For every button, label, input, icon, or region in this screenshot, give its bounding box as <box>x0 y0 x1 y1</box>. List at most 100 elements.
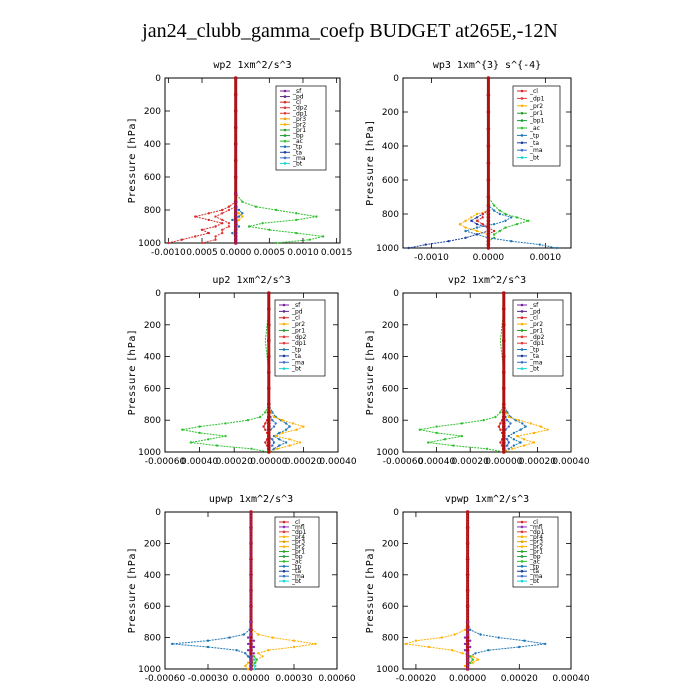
data-point <box>515 223 519 226</box>
legend-label: _ma <box>529 573 543 580</box>
legend-marker <box>520 89 524 93</box>
legend-label: _ac <box>529 558 540 565</box>
data-point <box>221 218 224 222</box>
legend-label: _ta <box>529 353 539 360</box>
data-point <box>499 422 502 425</box>
data-point <box>298 441 302 444</box>
data-point <box>247 225 251 228</box>
data-point <box>486 225 491 230</box>
legend-marker <box>520 148 524 152</box>
x-tick-label: 0.00020 <box>501 674 538 684</box>
data-point <box>507 434 510 438</box>
legend-label: _cl <box>529 315 538 322</box>
data-point <box>267 427 271 432</box>
data-point <box>267 443 271 448</box>
data-point <box>288 438 291 441</box>
legend-label: _tp <box>291 563 301 570</box>
data-point <box>271 438 274 441</box>
legend-marker <box>520 310 524 313</box>
legend: _cl_dp1_pr2_pr1_bp1_ac_tp_ta_ma_bt <box>512 85 561 167</box>
data-point <box>246 661 250 664</box>
legend-label: _cl <box>292 99 301 106</box>
data-point <box>486 161 491 165</box>
data-point <box>249 633 253 636</box>
legend-label: _pr4 <box>529 534 543 541</box>
data-point <box>314 642 317 646</box>
data-point <box>481 223 484 226</box>
data-point <box>502 431 506 435</box>
data-point <box>234 192 237 195</box>
data-point <box>486 76 491 80</box>
y-tick-label: 600 <box>382 176 399 186</box>
x-tick-label: 0.00000 <box>232 674 269 684</box>
data-point <box>476 658 480 661</box>
data-point <box>234 218 237 222</box>
legend-label: _bp <box>291 553 303 560</box>
data-point <box>200 228 204 231</box>
data-point <box>450 649 454 652</box>
legend-marker <box>283 162 287 165</box>
legend-marker <box>282 335 286 339</box>
x-tick-label: 0.00040 <box>181 457 218 467</box>
data-point <box>322 235 325 238</box>
legend-marker <box>520 126 524 130</box>
legend-marker <box>520 574 524 578</box>
data-point <box>475 233 479 236</box>
data-point <box>469 661 472 664</box>
data-point <box>517 419 521 422</box>
x-tick-label: 0.00040 <box>552 674 589 684</box>
data-point <box>504 226 507 229</box>
data-point <box>207 231 210 235</box>
legend-label: _dp2 <box>291 334 307 341</box>
data-point <box>278 444 281 447</box>
data-point <box>469 655 472 658</box>
chart-panel: upwp 1xm^2/s^3 Pressure [hPa] 0 200 400 600 80… <box>127 494 356 684</box>
y-tick-label: 200 <box>382 321 399 331</box>
legend-label: _pr1 <box>529 110 543 117</box>
data-point <box>464 236 467 239</box>
legend-marker <box>282 560 286 563</box>
x-tick-label: -0.00060 <box>383 457 424 467</box>
legend-label: _pr2 <box>529 321 543 328</box>
plot-frame <box>164 292 339 453</box>
legend-label: _pr1 <box>529 549 543 556</box>
data-point <box>502 291 506 295</box>
legend-marker <box>520 525 524 529</box>
legend-label: _pd <box>291 308 303 315</box>
legend-label: _pr3 <box>292 116 306 123</box>
legend-label: _ac <box>529 125 540 132</box>
legend-marker <box>520 540 524 543</box>
y-axis-label: Pressure [hPa] <box>365 120 376 206</box>
legend-label: _cl <box>291 519 300 526</box>
data-point <box>427 441 430 444</box>
data-point <box>227 205 231 208</box>
data-point <box>515 216 519 219</box>
y-tick-label: 0 <box>393 508 399 518</box>
data-point <box>486 127 491 131</box>
data-point <box>481 212 484 216</box>
data-point <box>255 658 258 661</box>
data-point <box>471 661 474 664</box>
data-point <box>267 437 271 442</box>
chart-panel: vp2 1xm^2/s^3 Pressure [hPa] 0 200 400 600 800… <box>365 275 590 467</box>
y-tick-label: 600 <box>382 602 399 612</box>
legend-marker <box>282 322 286 326</box>
data-point <box>498 229 501 233</box>
legend-label: _bt <box>292 160 303 167</box>
data-point <box>246 642 250 646</box>
legend-label: _ta <box>292 149 302 156</box>
data-point <box>512 438 516 441</box>
data-point <box>466 661 469 664</box>
legend-marker <box>282 520 286 524</box>
data-point <box>249 635 253 640</box>
data-point <box>492 233 496 236</box>
x-tick-label: 0.0005 <box>254 248 286 258</box>
legend-label: _ta <box>529 140 539 147</box>
data-point <box>252 658 256 661</box>
data-point <box>511 447 514 450</box>
legend-marker <box>282 535 286 539</box>
data-point <box>519 428 522 431</box>
data-point <box>486 203 491 208</box>
legend-label: _ma <box>291 573 305 580</box>
legend-marker <box>520 322 524 326</box>
